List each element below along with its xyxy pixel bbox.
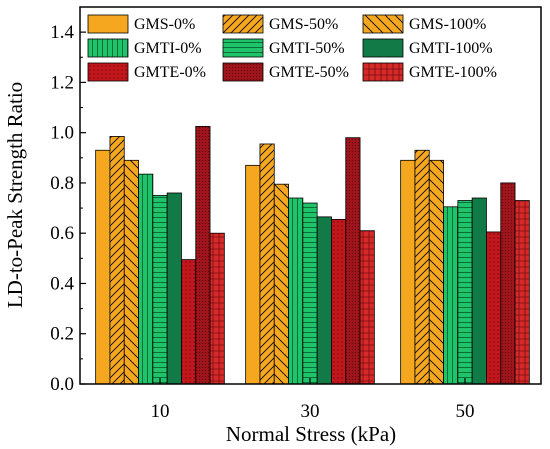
legend-item: GMTI-100% bbox=[362, 38, 493, 58]
bar bbox=[245, 164, 261, 385]
y-axis-title: LD-to-Peak Strength Ratio bbox=[3, 82, 27, 308]
legend-item: GMTE-50% bbox=[222, 62, 349, 82]
bar bbox=[345, 137, 361, 385]
legend-item: GMTE-100% bbox=[362, 62, 497, 82]
legend-item: GMS-50% bbox=[222, 14, 338, 34]
x-axis-title: Normal Stress (kPa) bbox=[226, 422, 396, 446]
legend-label: GMTE-0% bbox=[134, 64, 206, 81]
bar bbox=[428, 159, 444, 385]
bar bbox=[400, 159, 416, 385]
legend-label: GMTI-0% bbox=[134, 40, 202, 57]
bar bbox=[152, 195, 168, 385]
bar bbox=[95, 149, 111, 385]
bar bbox=[316, 216, 332, 385]
bar bbox=[195, 125, 211, 385]
x-tick-label: 30 bbox=[301, 401, 320, 422]
bar bbox=[209, 232, 225, 385]
legend-swatch bbox=[87, 38, 129, 58]
bar bbox=[273, 183, 289, 385]
legend-swatch bbox=[87, 62, 129, 82]
bar bbox=[471, 197, 487, 385]
legend-label: GMS-100% bbox=[409, 16, 486, 33]
legend-label: GMTE-50% bbox=[269, 64, 349, 81]
y-tick-label: 0.0 bbox=[50, 374, 74, 395]
legend-swatch bbox=[222, 14, 264, 34]
legend-swatch bbox=[362, 14, 404, 34]
legend-swatch bbox=[222, 62, 264, 82]
x-tick-label: 10 bbox=[151, 401, 170, 422]
bar bbox=[123, 159, 139, 385]
y-tick-label: 1.0 bbox=[50, 123, 74, 144]
legend-swatch bbox=[87, 14, 129, 34]
legend-item: GMTI-50% bbox=[222, 38, 345, 58]
bar bbox=[331, 218, 347, 385]
bar bbox=[302, 202, 318, 385]
legend-item: GMS-100% bbox=[362, 14, 486, 34]
legend-item: GMS-0% bbox=[87, 14, 195, 34]
legend-label: GMTE-100% bbox=[409, 64, 497, 81]
bar bbox=[109, 136, 125, 385]
bar bbox=[138, 173, 154, 385]
bar bbox=[166, 192, 182, 385]
bar bbox=[288, 197, 304, 385]
y-tick-label: 0.6 bbox=[50, 223, 74, 244]
y-tick-label: 1.4 bbox=[50, 22, 74, 43]
bar bbox=[359, 230, 375, 385]
legend-swatch bbox=[362, 38, 404, 58]
bars-layer bbox=[95, 125, 530, 385]
bar bbox=[181, 259, 197, 385]
legend: GMS-0% GMS-50% GMS-100% GMTI-0% GMTI-50% GMTI… bbox=[87, 14, 497, 82]
bar bbox=[443, 206, 459, 385]
legend-item: GMTE-0% bbox=[87, 62, 206, 82]
legend-swatch bbox=[362, 62, 404, 82]
legend-label: GMS-50% bbox=[269, 16, 338, 33]
bar bbox=[514, 200, 530, 385]
y-tick-label: 0.2 bbox=[50, 324, 74, 345]
legend-item: GMTI-0% bbox=[87, 38, 202, 58]
legend-swatch bbox=[222, 38, 264, 58]
legend-label: GMS-0% bbox=[134, 16, 195, 33]
bar bbox=[414, 149, 430, 385]
legend-label: GMTI-50% bbox=[269, 40, 345, 57]
legend-label: GMTI-100% bbox=[409, 40, 493, 57]
bar bbox=[500, 182, 516, 385]
bar bbox=[457, 200, 473, 385]
axes-layer: 0.0 0.2 0.4 0.6 0.8 1.0 1.2 1.4 10 30 50 bbox=[50, 6, 475, 422]
y-tick-label: 1.2 bbox=[50, 72, 74, 93]
bar bbox=[259, 143, 275, 385]
x-tick-label: 50 bbox=[456, 401, 475, 422]
bar bbox=[486, 231, 502, 385]
y-tick-label: 0.8 bbox=[50, 173, 74, 194]
y-tick-label: 0.4 bbox=[50, 273, 74, 294]
